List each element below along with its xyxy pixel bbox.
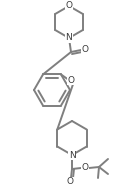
Text: N: N: [66, 33, 72, 43]
Text: O: O: [68, 76, 75, 85]
Text: O: O: [65, 2, 73, 11]
Text: N: N: [69, 150, 75, 160]
Text: O: O: [81, 46, 89, 54]
Text: O: O: [66, 177, 74, 187]
Text: O: O: [81, 163, 89, 173]
